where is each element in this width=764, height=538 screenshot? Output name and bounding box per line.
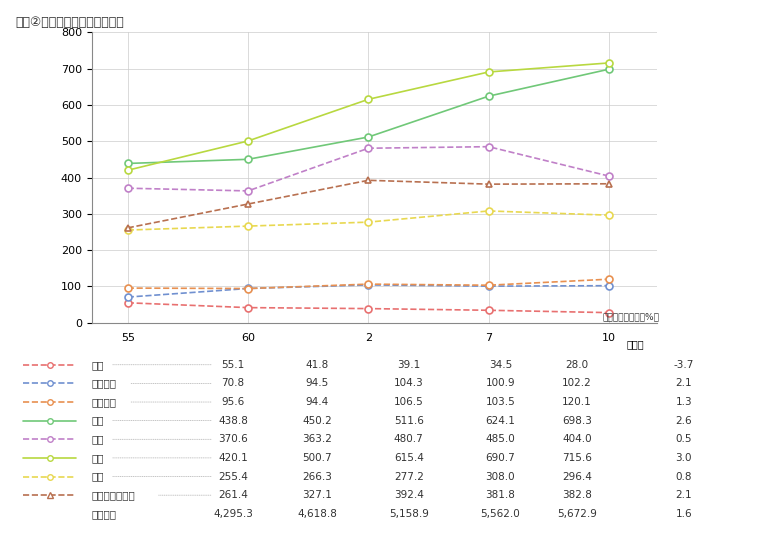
Text: 55.1: 55.1 bbox=[222, 360, 244, 370]
Text: 480.7: 480.7 bbox=[394, 434, 423, 444]
Text: 715.6: 715.6 bbox=[562, 453, 592, 463]
Text: 450.2: 450.2 bbox=[303, 416, 332, 426]
Text: （単位：万人、　%）: （単位：万人、 %） bbox=[603, 312, 659, 321]
Text: 34.5: 34.5 bbox=[489, 360, 512, 370]
Text: 698.3: 698.3 bbox=[562, 416, 592, 426]
Text: 0.5: 0.5 bbox=[675, 434, 692, 444]
Text: 95.6: 95.6 bbox=[222, 397, 244, 407]
Text: 2.1: 2.1 bbox=[675, 378, 692, 388]
Text: 94.5: 94.5 bbox=[306, 378, 329, 388]
Text: 94.4: 94.4 bbox=[306, 397, 329, 407]
Text: 5,158.9: 5,158.9 bbox=[389, 509, 429, 519]
Text: 296.4: 296.4 bbox=[562, 471, 592, 482]
Text: 建設: 建設 bbox=[92, 416, 104, 426]
Text: 運輸: 運輸 bbox=[92, 471, 104, 482]
Text: 輸送機械: 輸送機械 bbox=[92, 397, 117, 407]
Text: -3.7: -3.7 bbox=[674, 360, 694, 370]
Text: 100.9: 100.9 bbox=[486, 378, 515, 388]
Text: 392.4: 392.4 bbox=[393, 490, 424, 500]
Text: 小売: 小売 bbox=[92, 453, 104, 463]
Text: 39.1: 39.1 bbox=[397, 360, 420, 370]
Text: 5,562.0: 5,562.0 bbox=[481, 509, 520, 519]
Text: 2.1: 2.1 bbox=[675, 490, 692, 500]
Text: 266.3: 266.3 bbox=[302, 471, 332, 482]
Text: 102.2: 102.2 bbox=[562, 378, 591, 388]
Text: 103.5: 103.5 bbox=[486, 397, 515, 407]
Text: 382.8: 382.8 bbox=[562, 490, 592, 500]
Text: 2.6: 2.6 bbox=[675, 416, 692, 426]
Text: 104.3: 104.3 bbox=[394, 378, 423, 388]
Text: 485.0: 485.0 bbox=[486, 434, 515, 444]
Text: 624.1: 624.1 bbox=[485, 416, 516, 426]
Text: 106.5: 106.5 bbox=[394, 397, 423, 407]
Text: 41.8: 41.8 bbox=[306, 360, 329, 370]
Text: 4,618.8: 4,618.8 bbox=[297, 509, 337, 519]
Text: 3.0: 3.0 bbox=[675, 453, 692, 463]
Text: 28.0: 28.0 bbox=[565, 360, 588, 370]
Text: 277.2: 277.2 bbox=[393, 471, 424, 482]
Text: 500.7: 500.7 bbox=[303, 453, 332, 463]
Text: 363.2: 363.2 bbox=[302, 434, 332, 444]
Text: 511.6: 511.6 bbox=[393, 416, 424, 426]
Text: 鉄鋼: 鉄鋼 bbox=[92, 360, 104, 370]
Text: 327.1: 327.1 bbox=[302, 490, 332, 500]
Text: （年）: （年） bbox=[627, 339, 645, 349]
Text: 電気機械: 電気機械 bbox=[92, 378, 117, 388]
Text: 261.4: 261.4 bbox=[218, 490, 248, 500]
Text: 255.4: 255.4 bbox=[218, 471, 248, 482]
Text: 0.8: 0.8 bbox=[675, 471, 692, 482]
Text: 690.7: 690.7 bbox=[486, 453, 515, 463]
Text: 情報通信産業計: 情報通信産業計 bbox=[92, 490, 135, 500]
Text: 5,672.9: 5,672.9 bbox=[557, 509, 597, 519]
Text: 438.8: 438.8 bbox=[218, 416, 248, 426]
Text: 1.6: 1.6 bbox=[675, 509, 692, 519]
Text: 卸売: 卸売 bbox=[92, 434, 104, 444]
Text: 70.8: 70.8 bbox=[222, 378, 244, 388]
Text: 308.0: 308.0 bbox=[486, 471, 515, 482]
Text: 381.8: 381.8 bbox=[485, 490, 516, 500]
Text: 全産業計: 全産業計 bbox=[92, 509, 117, 519]
Text: 図表②　産業別就業者数の比較: 図表② 産業別就業者数の比較 bbox=[15, 16, 124, 29]
Text: 4,295.3: 4,295.3 bbox=[213, 509, 253, 519]
Text: 120.1: 120.1 bbox=[562, 397, 591, 407]
Text: 404.0: 404.0 bbox=[562, 434, 591, 444]
Text: 1.3: 1.3 bbox=[675, 397, 692, 407]
Text: 370.6: 370.6 bbox=[219, 434, 248, 444]
Text: 615.4: 615.4 bbox=[393, 453, 424, 463]
Text: 420.1: 420.1 bbox=[219, 453, 248, 463]
